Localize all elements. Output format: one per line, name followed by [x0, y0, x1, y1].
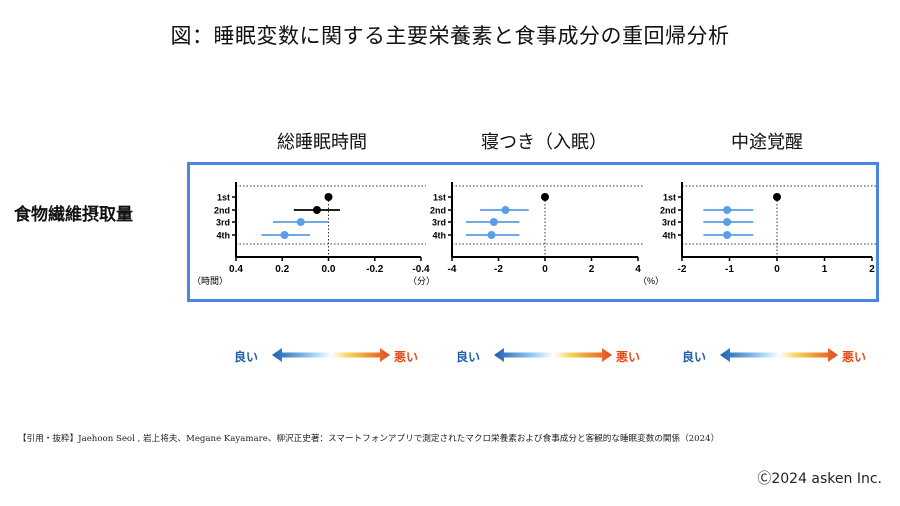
forest-plots: 1st 2nd 3rd 4th 0.4 0.2 0.0 -0.2 -0.4 （時間） 1st 2nd 3…	[192, 182, 877, 286]
unit-label: （%）	[638, 276, 664, 286]
x-tick-label: 4	[635, 264, 641, 275]
category-label: 4th	[433, 231, 447, 241]
data-point	[489, 218, 498, 226]
x-tick-label: 2	[869, 264, 875, 275]
data-point	[723, 206, 732, 214]
category-label: 4th	[217, 231, 231, 241]
row-label: 食物繊維摂取量	[14, 205, 133, 225]
panel-title-sleep-onset: 寝つき（入眠）	[481, 132, 607, 153]
panel-title-total-sleep: 総睡眠時間	[277, 132, 367, 153]
unit-label: （時間）	[192, 276, 228, 286]
category-label: 1st	[217, 193, 230, 203]
category-label: 1st	[663, 193, 676, 203]
x-tick-label: -4	[448, 264, 457, 275]
legend-good-label: 良い	[682, 350, 707, 364]
citation: 【引用・抜粋】Jaehoon Seol , 岩上将夫、Megane Kayama…	[18, 434, 720, 444]
gradient-arrow	[272, 348, 390, 362]
x-tick-label: 1	[822, 264, 828, 275]
category-label: 3rd	[662, 218, 676, 228]
category-label: 2nd	[430, 206, 446, 216]
x-tick-label: -0.4	[412, 264, 430, 275]
gradient-arrow	[720, 348, 838, 362]
category-label: 1st	[433, 193, 446, 203]
legend-bad-label: 悪い	[394, 350, 419, 364]
legend-bad-label: 悪い	[616, 350, 641, 364]
data-point	[773, 193, 781, 201]
legend-good-label: 良い	[456, 350, 481, 364]
category-label: 3rd	[216, 218, 230, 228]
data-point	[541, 193, 549, 201]
data-point	[324, 193, 333, 201]
category-label: 4th	[663, 231, 677, 241]
unit-label: （分）	[408, 276, 435, 286]
data-point	[487, 231, 496, 239]
x-tick-label: 2	[589, 264, 595, 275]
legend-bad-label: 悪い	[842, 350, 867, 364]
category-label: 3rd	[432, 218, 446, 228]
panel-title-waso: 中途覚醒	[731, 132, 803, 153]
legend-good-label: 良い	[234, 350, 259, 364]
main-title: 図：睡眠変数に関する主要栄養素と食事成分の重回帰分析	[170, 24, 730, 48]
x-tick-label: 0	[542, 264, 548, 275]
x-tick-label: -0.2	[366, 264, 384, 275]
x-tick-label: 0.4	[229, 264, 243, 275]
legend-3: 良い 悪い	[682, 345, 872, 367]
x-tick-label: 0.0	[322, 264, 336, 275]
category-label: 2nd	[214, 206, 230, 216]
x-tick-label: -2	[494, 264, 503, 275]
chart-frame	[187, 162, 879, 302]
data-point	[296, 218, 305, 226]
category-label: 2nd	[660, 206, 676, 216]
data-point	[723, 218, 732, 226]
x-tick-label: -1	[725, 264, 734, 275]
gradient-arrow	[494, 348, 612, 362]
legend-1: 良い 悪い	[234, 345, 424, 367]
data-point	[501, 206, 510, 214]
data-point	[312, 206, 321, 214]
copyright: Ⓒ2024 asken Inc.	[757, 471, 882, 487]
x-tick-label: 0.2	[275, 264, 289, 275]
data-point	[723, 231, 732, 239]
data-point	[280, 231, 289, 239]
x-tick-label: -2	[678, 264, 687, 275]
x-tick-label: 0	[774, 264, 780, 275]
legend-2: 良い 悪い	[456, 345, 646, 367]
